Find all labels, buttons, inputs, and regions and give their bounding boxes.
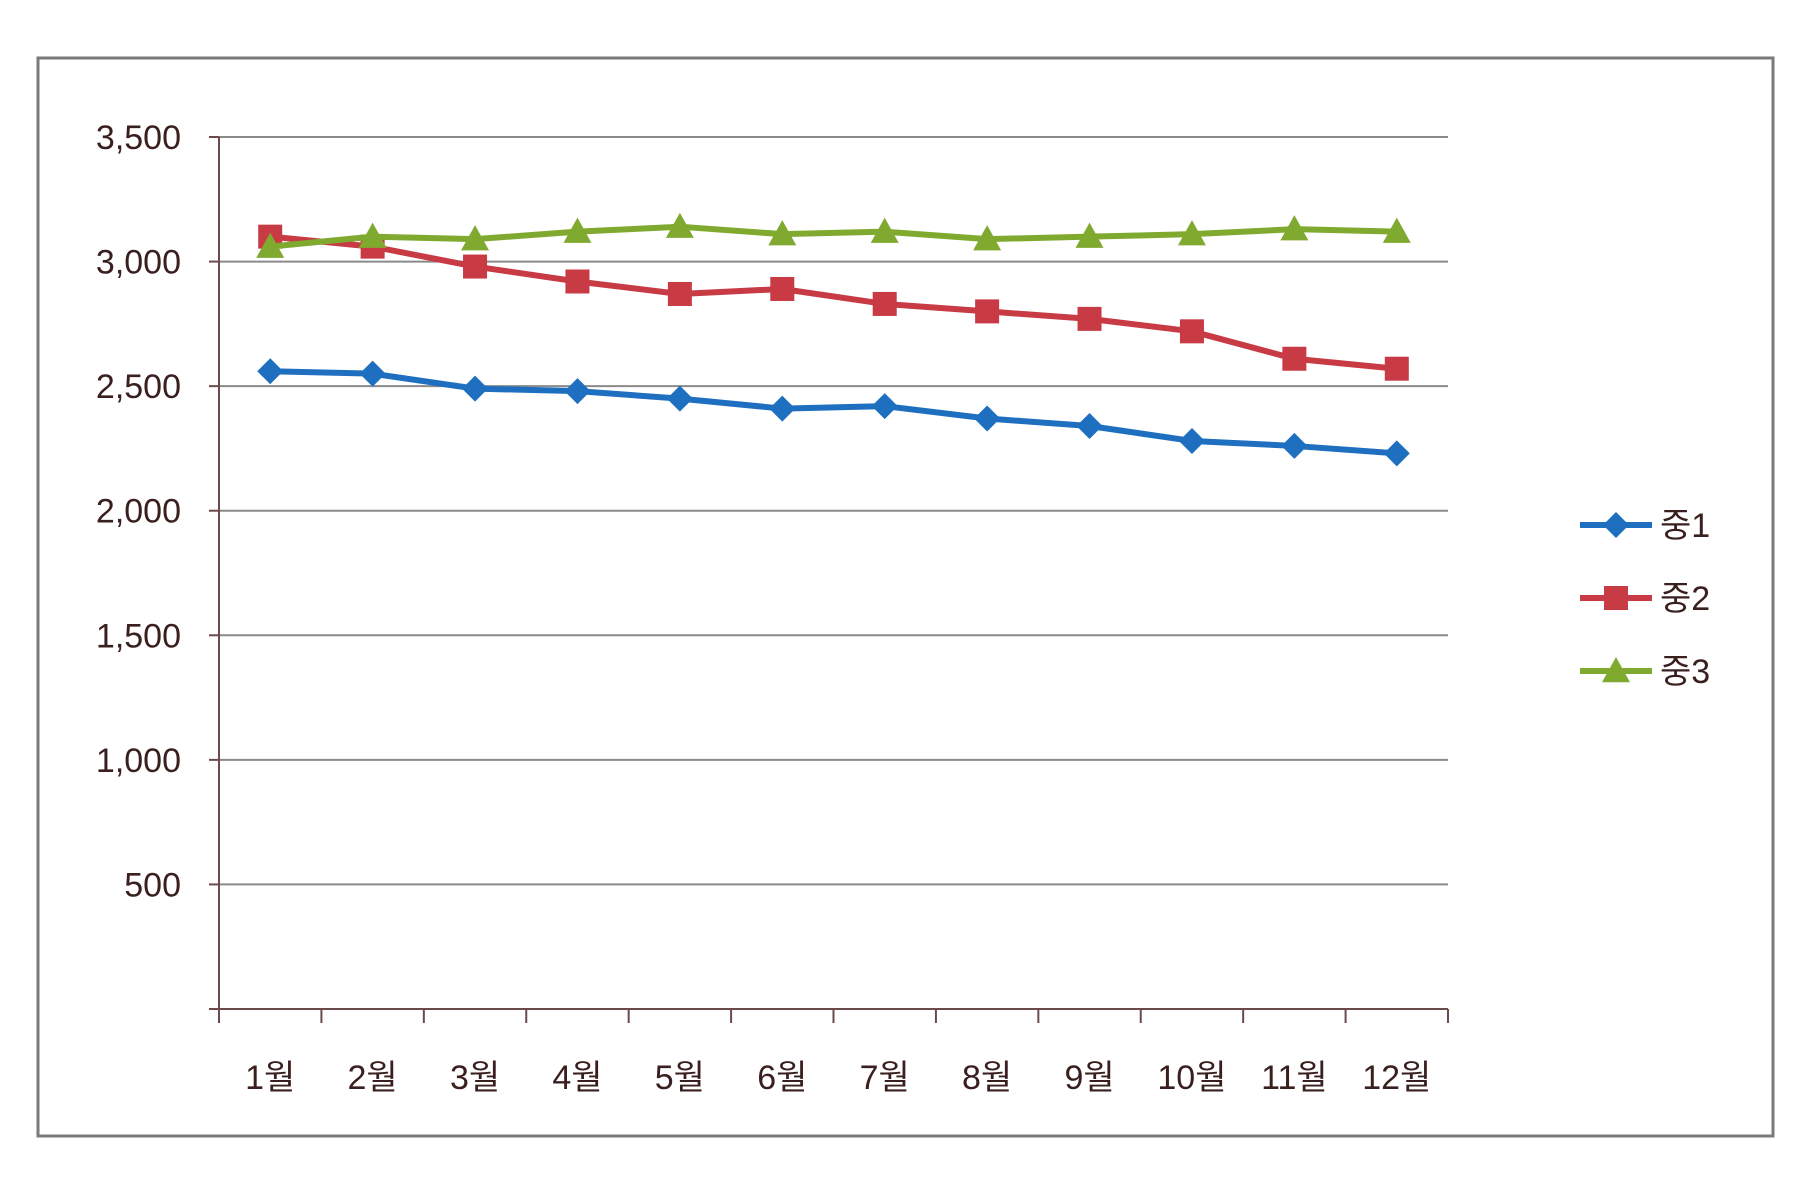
legend-marker <box>1602 657 1630 683</box>
legend-marker <box>1604 586 1628 610</box>
data-point-marker <box>872 291 897 316</box>
data-point-marker <box>1076 413 1103 440</box>
series-line <box>269 223 1397 250</box>
legend-entry: 중2 <box>1580 580 1710 618</box>
data-point-marker <box>563 217 592 243</box>
data-point-marker <box>462 375 489 402</box>
data-point-marker <box>770 276 795 301</box>
data-point-marker <box>665 212 694 238</box>
x-tick-label: 11월 <box>1261 1059 1328 1097</box>
x-tick-label: 8월 <box>962 1059 1012 1097</box>
x-tick-label: 2월 <box>348 1059 398 1097</box>
series-3 <box>256 212 1411 258</box>
data-point-marker <box>1382 217 1411 243</box>
gridlines <box>219 136 1448 886</box>
x-tick-label: 4월 <box>552 1059 602 1097</box>
data-point-marker <box>1178 427 1205 454</box>
y-tick-label: 2,000 <box>96 493 181 531</box>
legend-label: 중2 <box>1660 580 1710 618</box>
data-point-marker <box>667 281 692 306</box>
series-2 <box>258 224 1409 381</box>
data-point-marker <box>973 225 1002 251</box>
y-tick-label: 3,500 <box>96 119 181 157</box>
chart-frame <box>36 56 1775 1138</box>
data-point-marker <box>1077 306 1102 331</box>
data-point-marker <box>870 217 899 243</box>
data-point-marker <box>256 232 285 258</box>
series-lines <box>256 212 1411 467</box>
legend-label: 중3 <box>1660 653 1710 691</box>
legend-marker <box>1603 512 1629 538</box>
x-tick-label: 6월 <box>757 1059 807 1097</box>
data-point-marker <box>358 222 387 248</box>
data-point-marker <box>871 393 898 420</box>
axes: 500 1,000 1,500 2,000 2,500 3,000 3,500 1월 2월 3월 4… <box>96 119 1449 1097</box>
x-tick-label: 10월 <box>1157 1059 1226 1097</box>
data-point-marker <box>1179 319 1204 344</box>
y-tick-label: 1,000 <box>96 742 181 780</box>
y-tick-label: 1,500 <box>96 617 181 655</box>
data-point-marker <box>564 378 591 405</box>
data-point-marker <box>463 254 488 279</box>
data-point-marker <box>666 385 693 412</box>
data-point-marker <box>1281 432 1308 459</box>
data-point-marker <box>565 269 590 294</box>
data-point-marker <box>1282 346 1307 371</box>
data-point-marker <box>1384 356 1409 381</box>
y-tick-label: 2,500 <box>96 368 181 406</box>
data-point-marker <box>769 395 796 422</box>
data-point-marker <box>359 360 386 387</box>
x-tick-label: 5월 <box>655 1059 705 1097</box>
data-point-marker <box>1280 215 1309 241</box>
x-tick-label: 7월 <box>860 1059 910 1097</box>
series-line <box>269 233 1398 372</box>
x-tick-label: 1월 <box>245 1059 295 1097</box>
legend-entry: 중3 <box>1580 653 1710 691</box>
data-point-marker <box>461 225 490 251</box>
legend-label: 중1 <box>1660 507 1710 545</box>
legend-entry: 중1 <box>1580 507 1710 545</box>
y-tick-label: 500 <box>124 866 181 904</box>
x-tick-label: 12월 <box>1362 1059 1431 1097</box>
y-tick-label: 3,000 <box>96 244 181 282</box>
data-point-marker <box>257 358 284 385</box>
series-1 <box>257 358 1410 467</box>
data-point-marker <box>1075 222 1104 248</box>
x-tick-label: 9월 <box>1064 1059 1114 1097</box>
data-point-marker <box>768 220 797 246</box>
legend: 중1 중2 중3 <box>1580 507 1710 691</box>
series-line <box>270 368 1398 457</box>
x-tick-label: 3월 <box>450 1059 500 1097</box>
data-point-marker <box>974 405 1001 432</box>
data-point-marker <box>1177 220 1206 246</box>
data-point-marker <box>1383 440 1410 467</box>
data-point-marker <box>975 299 1000 324</box>
